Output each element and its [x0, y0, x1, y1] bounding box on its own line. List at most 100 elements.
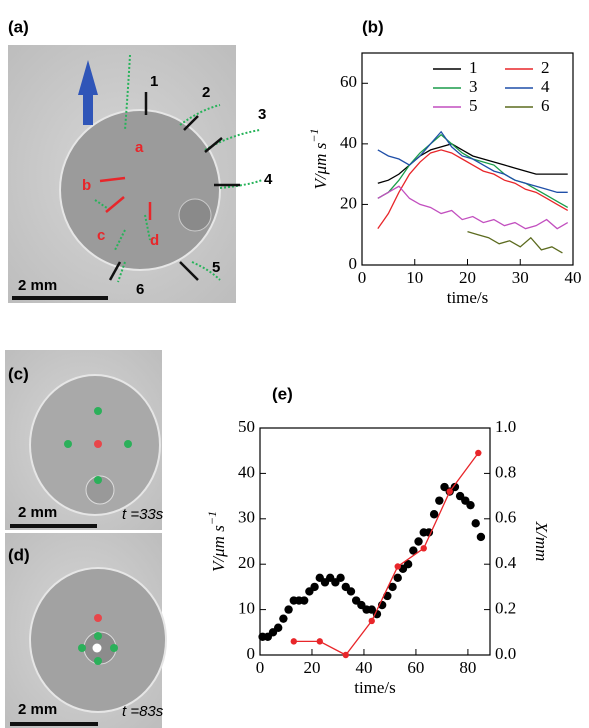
legend-label: 5: [469, 96, 478, 115]
data-point: [316, 638, 323, 645]
panel-label: (d): [8, 545, 30, 564]
y-tick-label: 40: [238, 462, 255, 481]
y2-tick-label: 0.0: [495, 644, 516, 663]
data-point: [403, 560, 413, 569]
y-axis-label-sup: −1: [307, 129, 321, 143]
arrow-number: 1: [150, 73, 158, 90]
x-tick-label: 30: [512, 268, 529, 287]
data-point: [424, 528, 434, 537]
legend-label: 3: [469, 77, 478, 96]
panel-label: (a): [8, 17, 29, 36]
y-axis-label: V/μm s−1: [205, 511, 228, 572]
y2-axis-label: X/mm: [532, 521, 551, 562]
panel-label: (c): [8, 364, 29, 383]
y2-tick-label: 0.4: [495, 553, 517, 572]
x-tick-label: 20: [303, 658, 320, 677]
scale-label: 2 mm: [18, 701, 57, 718]
data-point: [388, 582, 397, 592]
data-point: [475, 449, 482, 457]
plot-frame: [259, 427, 491, 656]
data-point: [299, 596, 309, 605]
panel-label: (e): [272, 384, 293, 403]
x-tick-label: 20: [459, 268, 476, 287]
x-tick-label: 80: [459, 658, 476, 677]
y-axis-label-text: V/μm s: [209, 525, 228, 572]
x-axis-label: time/s: [354, 678, 396, 697]
y2-tick-label: 1.0: [495, 417, 516, 436]
point-letter: d: [150, 232, 159, 249]
data-point: [420, 545, 427, 552]
legend-label: 6: [541, 96, 550, 115]
data-point: [394, 563, 401, 570]
x-tick-label: 60: [407, 658, 424, 677]
data-point: [279, 614, 288, 623]
x-tick-label: 0: [358, 268, 367, 287]
y-tick-label: 0: [247, 644, 256, 663]
time-label: t =33s: [122, 506, 164, 523]
scale-label: 2 mm: [18, 277, 57, 294]
data-point: [476, 532, 486, 542]
y2-tick-label: 0.6: [495, 508, 516, 527]
y-tick-label: 0: [349, 254, 358, 273]
y-tick-label: 60: [340, 72, 357, 91]
series-line: [377, 185, 569, 230]
arrow-number: 2: [202, 84, 210, 101]
arrow-number: 5: [212, 259, 220, 276]
photo-d: [5, 533, 167, 728]
data-point: [409, 546, 418, 555]
series-line: [377, 133, 569, 209]
x-tick-label: 10: [406, 268, 423, 287]
data-point: [435, 496, 444, 505]
data-point: [273, 623, 283, 632]
data-point: [466, 500, 475, 510]
y-tick-label: 10: [238, 599, 255, 618]
y-tick-label: 20: [238, 553, 255, 572]
legend-label: 2: [541, 58, 550, 77]
y-axis-label-sup: −1: [205, 511, 219, 525]
data-point: [429, 510, 439, 519]
series-line: [377, 149, 569, 230]
series-line: [293, 452, 479, 656]
arrow-number: 3: [258, 106, 266, 123]
y-tick-label: 20: [340, 193, 357, 212]
y-tick-label: 30: [238, 508, 255, 527]
data-point: [346, 587, 356, 596]
data-point: [372, 609, 382, 619]
point-letter: b: [82, 177, 91, 194]
data-point: [342, 651, 349, 659]
data-point: [393, 573, 402, 583]
x-tick-label: 0: [256, 658, 265, 677]
data-point: [450, 482, 460, 492]
point-letter: a: [135, 139, 144, 156]
data-point: [284, 605, 293, 614]
x-axis-label: time/s: [447, 288, 489, 307]
series-line: [377, 130, 568, 193]
legend-label: 1: [469, 58, 478, 77]
series-line: [467, 231, 563, 254]
data-point: [310, 582, 319, 592]
data-point: [368, 617, 375, 625]
point-letter: c: [97, 227, 105, 244]
arrow-number: 4: [264, 171, 273, 188]
panel-label: (b): [362, 17, 384, 36]
scale-label: 2 mm: [18, 504, 57, 521]
data-point: [290, 638, 297, 645]
y-axis-label-text: V/μm s: [311, 142, 330, 189]
y-tick-label: 40: [340, 133, 357, 152]
y2-tick-label: 0.8: [495, 462, 516, 481]
photo-c: [5, 350, 162, 530]
photo-a: [8, 45, 263, 303]
x-tick-label: 40: [565, 268, 582, 287]
y2-tick-label: 0.2: [495, 599, 516, 618]
y-tick-label: 50: [238, 417, 255, 436]
data-point: [336, 573, 345, 583]
data-point: [446, 488, 453, 495]
y-axis-label: V/μm s−1: [307, 129, 330, 190]
x-tick-label: 40: [355, 658, 372, 677]
data-point: [414, 537, 423, 546]
data-point: [471, 519, 480, 528]
arrow-number: 6: [136, 281, 144, 298]
legend-label: 4: [541, 77, 550, 96]
time-label: t =83s: [122, 703, 164, 720]
